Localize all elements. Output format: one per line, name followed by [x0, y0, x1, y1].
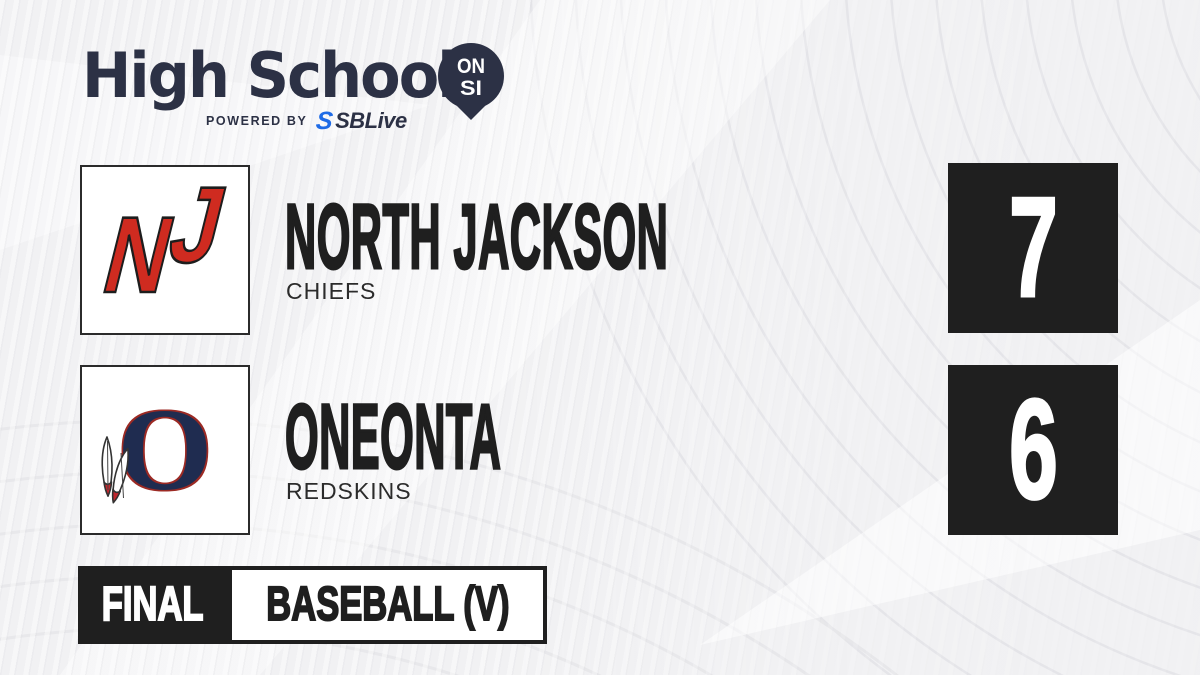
team1-logo-box: N J	[80, 163, 250, 335]
pin-text-si: SI	[460, 77, 482, 100]
feathers-icon	[101, 436, 129, 504]
team2-mascot: REDSKINS	[286, 478, 412, 504]
powered-by-label: POWERED BY	[206, 114, 308, 128]
team1-mascot: CHIEFS	[286, 278, 377, 304]
event-label: BASEBALL (V)	[265, 578, 510, 631]
team2-logo-box: O	[80, 365, 250, 535]
north-jackson-logo: N J	[92, 163, 239, 316]
sblive-logo: S SBLive	[315, 106, 407, 135]
team2-score-box: 6	[948, 365, 1118, 535]
status-bar: FINAL BASEBALL (V)	[78, 566, 547, 644]
team1-name: NORTH JACKSON	[284, 186, 669, 288]
team2-name: ONEONTA	[284, 386, 502, 488]
oneonta-logo-letter-o: O	[117, 384, 213, 515]
sblive-icon: S	[315, 106, 335, 135]
final-status-box: FINAL	[78, 566, 228, 644]
final-status-label: FINAL	[101, 578, 204, 631]
team1-score-box: 7	[948, 163, 1118, 333]
brand-title: High School	[82, 39, 457, 112]
powered-by-row: POWERED BY S SBLive	[206, 106, 407, 135]
sblive-wordmark: SBLive	[335, 108, 407, 133]
team1-score: 7	[1008, 168, 1059, 327]
oneonta-logo: O	[101, 384, 220, 515]
on-si-pin-logo: ON SI	[438, 43, 504, 120]
event-box: BASEBALL (V)	[228, 566, 547, 644]
pin-text-on: ON	[457, 55, 485, 78]
team2-score: 6	[1008, 370, 1059, 529]
